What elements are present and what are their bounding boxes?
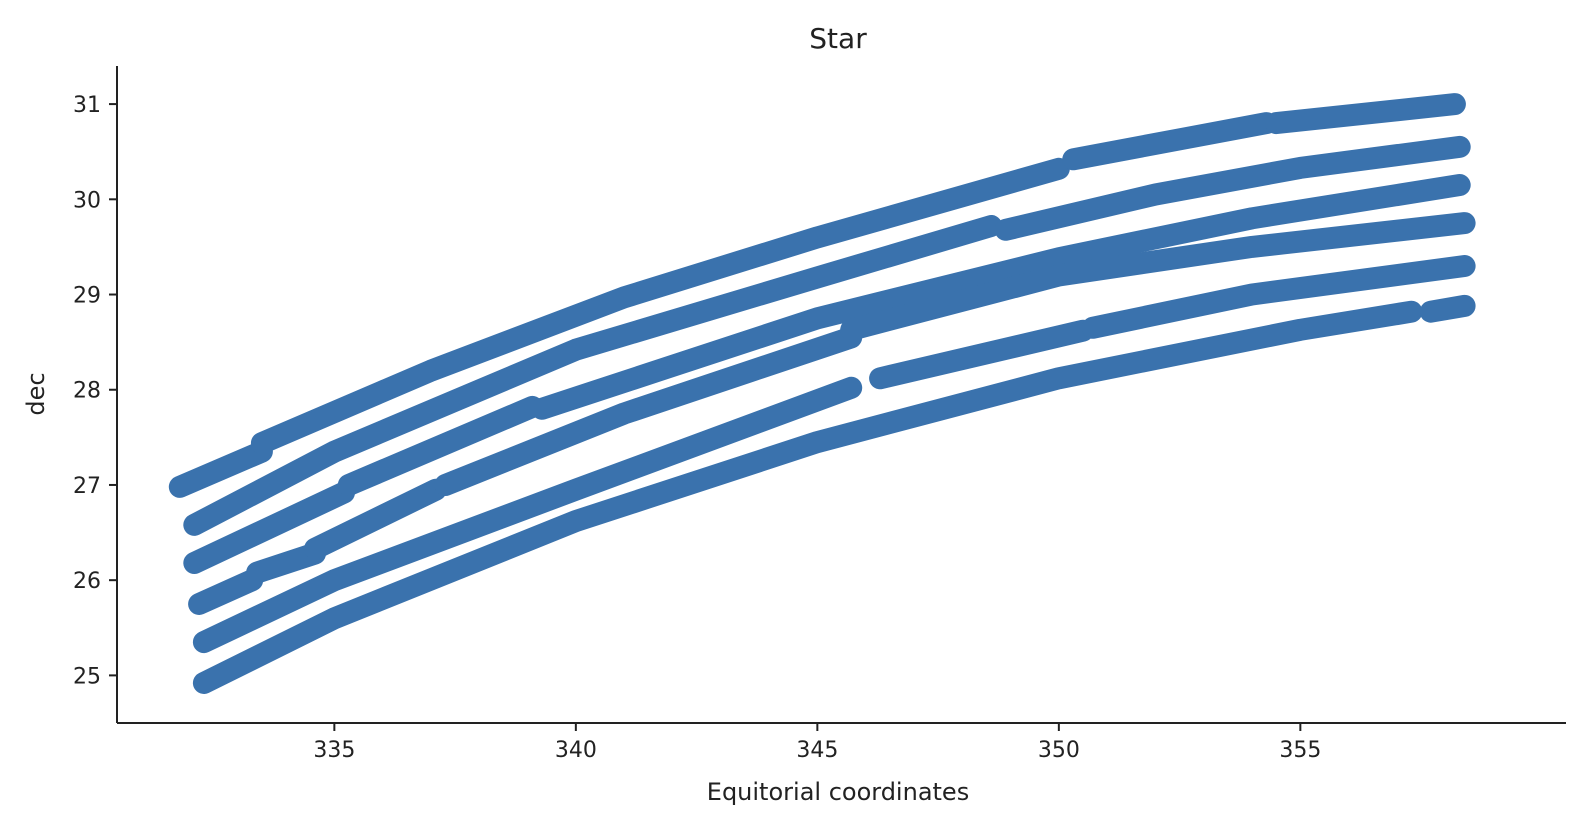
y-tick-label: 28 [73, 379, 101, 404]
band-3-segment-2 [337, 395, 544, 496]
y-tick-label: 30 [73, 188, 101, 213]
band-2-segment-2 [994, 135, 1471, 241]
y-tick-label: 31 [73, 93, 101, 118]
band-6-segment-2 [1419, 294, 1476, 323]
band-1-segment-1 [168, 440, 273, 498]
y-tick-label: 29 [73, 284, 101, 309]
band-6 [192, 294, 1476, 694]
y-axis-title: dec [22, 372, 50, 415]
band-3 [183, 174, 1471, 574]
x-axis-ticks: 335 340 345 350 355 [313, 723, 1321, 763]
y-axis-ticks: 25 26 27 28 29 30 31 [73, 93, 117, 689]
band-1 [168, 93, 1466, 498]
y-tick-label: 27 [73, 474, 101, 499]
band-4 [188, 212, 1476, 615]
band-3-segment-1 [183, 481, 355, 574]
band-5-segment-3 [1081, 255, 1476, 339]
band-4-segment-2 [246, 542, 326, 584]
x-tick-label: 345 [796, 738, 838, 763]
x-tick-label: 335 [313, 738, 355, 763]
band-2 [183, 135, 1471, 536]
x-axis-title: Equitorial coordinates [707, 778, 969, 806]
x-tick-label: 355 [1279, 738, 1321, 763]
band-3-segment-3 [531, 174, 1471, 420]
band-4-segment-1 [188, 569, 264, 615]
chart-title: Star [809, 22, 867, 55]
band-5 [192, 255, 1476, 654]
band-4-segment-5 [840, 212, 1476, 341]
band-6-segment-1 [192, 300, 1423, 694]
y-tick-label: 26 [73, 569, 101, 594]
y-tick-label: 25 [73, 664, 101, 689]
x-tick-label: 340 [555, 738, 597, 763]
band-4-segment-4 [434, 326, 863, 496]
band-5-segment-2 [869, 319, 1094, 390]
x-tick-label: 350 [1038, 738, 1080, 763]
band-1-segment-2 [250, 157, 1070, 455]
band-4-segment-3 [304, 478, 447, 560]
band-1-segment-4 [1265, 93, 1466, 135]
band-1-segment-3 [1062, 112, 1278, 171]
data-bands [168, 93, 1476, 694]
band-5-segment-1 [192, 376, 863, 654]
band-2-segment-1 [183, 215, 1003, 536]
